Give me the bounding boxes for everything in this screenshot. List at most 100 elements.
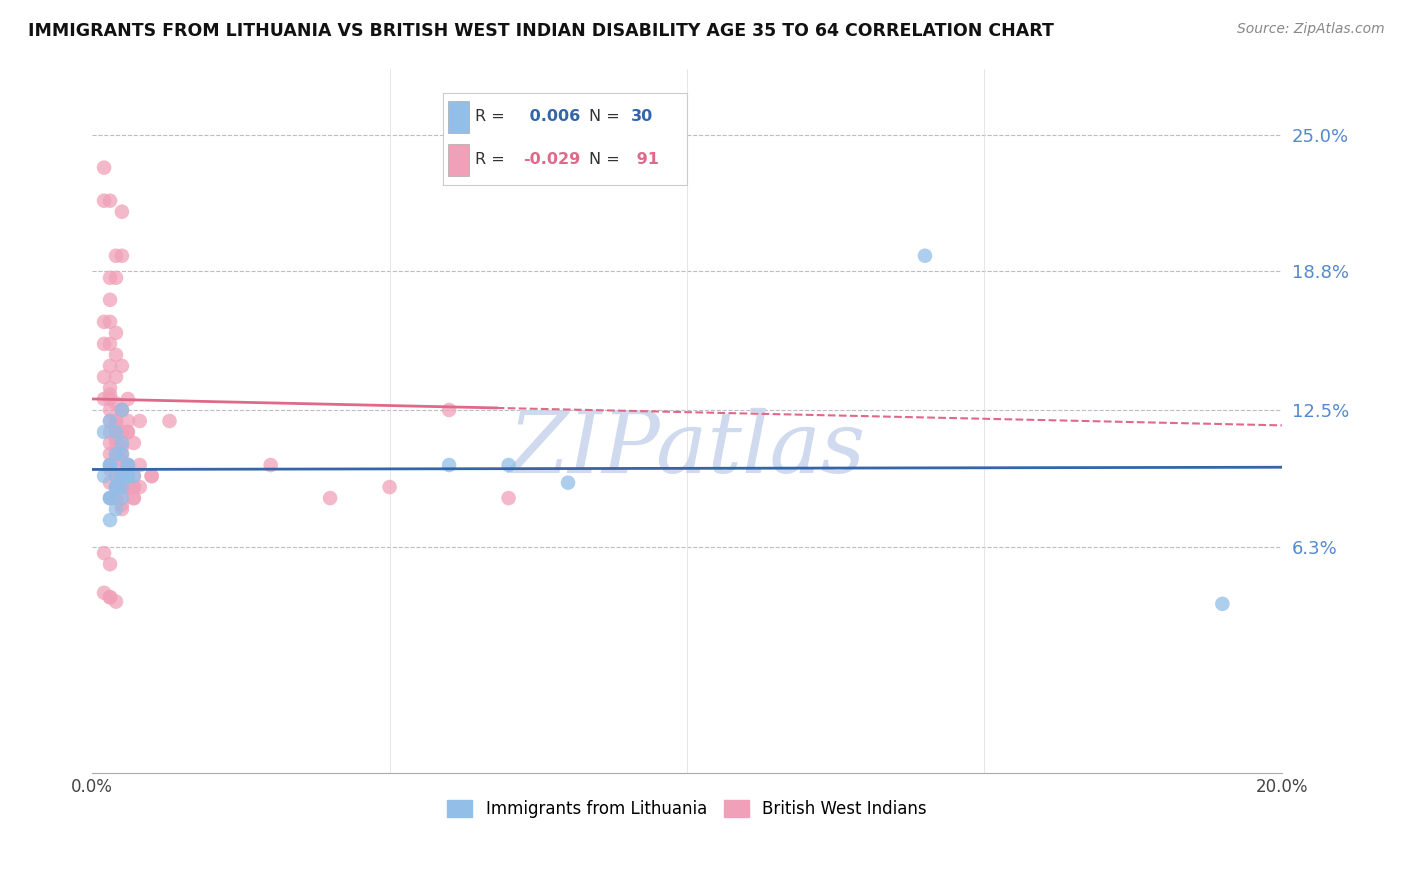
Point [93,194,115,208]
Point [122,469,145,483]
Point [437,403,460,417]
Point [117,458,139,472]
Point [98,194,121,208]
Point [141,469,163,483]
Point [111,480,134,494]
Point [111,453,134,467]
Point [98,491,121,505]
Point [117,480,139,494]
Point [117,425,139,439]
Point [159,414,181,428]
Point [98,458,121,472]
Point [1211,597,1233,611]
Point [111,484,134,499]
Point [128,458,150,472]
Point [122,480,145,494]
Legend: Immigrants from Lithuania, British West Indians: Immigrants from Lithuania, British West … [440,794,934,825]
Point [117,469,139,483]
Point [104,432,127,446]
Point [111,204,134,219]
Point [117,469,139,483]
Point [111,498,134,512]
Point [104,414,127,428]
Point [93,370,115,384]
Point [111,403,134,417]
Point [98,591,121,605]
Point [104,491,127,505]
Point [914,249,936,263]
Point [104,458,127,472]
Point [128,480,150,494]
Point [117,480,139,494]
Point [111,359,134,373]
Point [98,425,121,439]
Point [104,480,127,494]
Point [104,436,127,450]
Point [111,403,134,417]
Point [93,469,115,483]
Point [98,475,121,490]
Point [104,425,127,439]
Point [93,586,115,600]
Point [498,491,520,505]
Text: IMMIGRANTS FROM LITHUANIA VS BRITISH WEST INDIAN DISABILITY AGE 35 TO 64 CORRELA: IMMIGRANTS FROM LITHUANIA VS BRITISH WES… [28,22,1054,40]
Point [117,458,139,472]
Point [104,480,127,494]
Point [98,458,121,472]
Point [104,594,127,608]
Text: ZIPatlas: ZIPatlas [509,408,866,491]
Point [104,447,127,461]
Point [111,491,134,505]
Point [111,441,134,455]
Point [111,469,134,483]
Point [98,414,121,428]
Point [104,270,127,285]
Point [117,458,139,472]
Point [93,425,115,439]
Point [111,436,134,450]
Point [378,480,401,494]
Point [104,502,127,516]
Point [98,359,121,373]
Point [111,447,134,461]
Point [93,546,115,560]
Point [93,315,115,329]
Point [111,403,134,417]
Point [104,249,127,263]
Point [117,469,139,483]
Point [122,436,145,450]
Point [98,491,121,505]
Point [111,480,134,494]
Point [98,447,121,461]
Point [141,469,163,483]
Point [111,249,134,263]
Point [557,475,579,490]
Point [98,458,121,472]
Point [104,370,127,384]
Point [98,462,121,476]
Point [111,469,134,483]
Point [98,436,121,450]
Point [104,425,127,439]
Point [122,491,145,505]
Point [104,418,127,433]
Point [104,396,127,410]
Point [104,348,127,362]
Point [93,392,115,406]
Point [98,337,121,351]
Point [93,161,115,175]
Point [122,469,145,483]
Point [104,469,127,483]
Point [98,591,121,605]
Point [104,480,127,494]
Point [128,414,150,428]
Point [117,458,139,472]
Point [98,403,121,417]
Point [104,469,127,483]
Point [437,458,460,472]
Point [319,491,342,505]
Point [98,270,121,285]
Point [104,447,127,461]
Point [98,513,121,527]
Point [98,491,121,505]
